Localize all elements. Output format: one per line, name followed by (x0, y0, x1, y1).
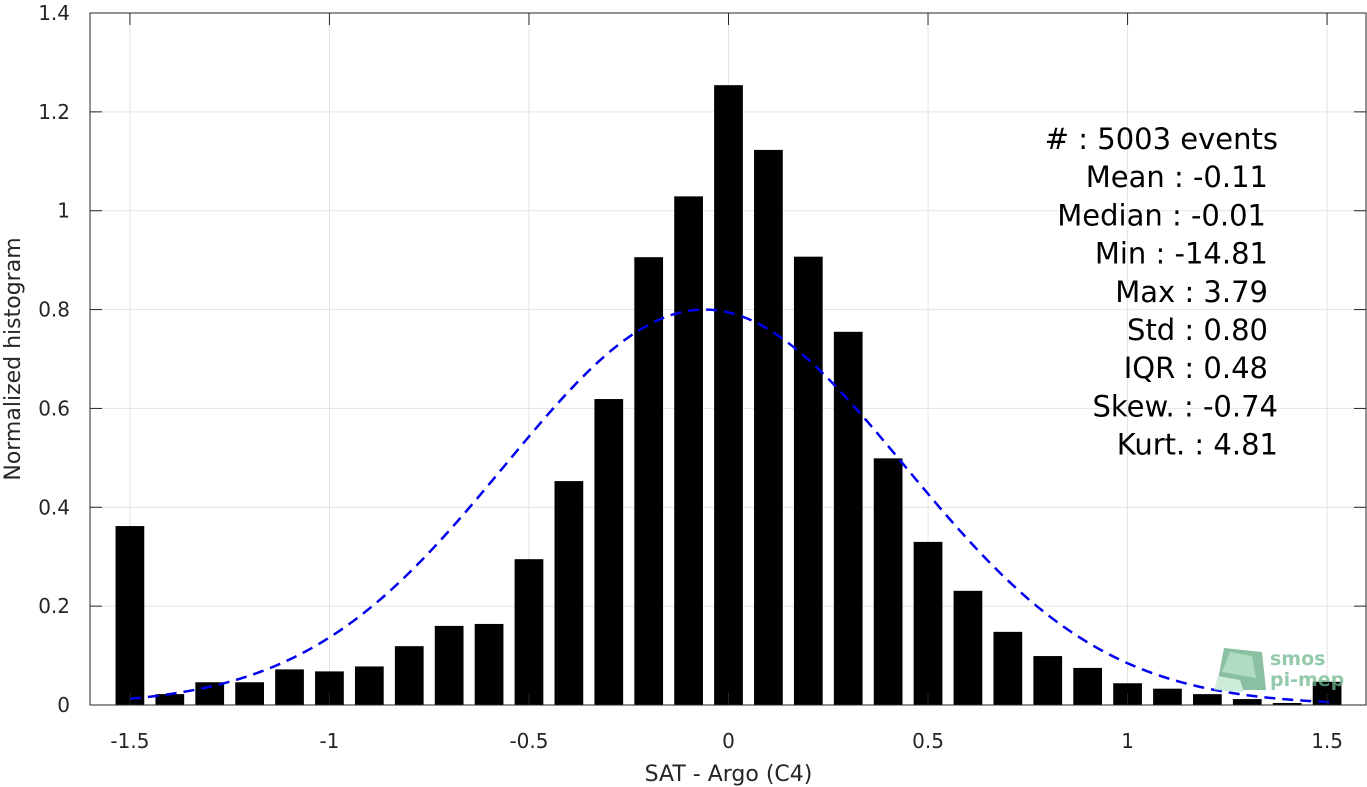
x-tick-labels: -1.5 -1 -0.5 0 0.5 1 1.5 (110, 729, 1343, 753)
x-axis-label: SAT - Argo (C4) (645, 762, 813, 787)
y-tick-label: 0.8 (38, 298, 70, 322)
histogram-bar (434, 625, 464, 705)
histogram-bar (275, 669, 304, 705)
histogram-bar (115, 526, 145, 705)
histogram-bar (754, 149, 783, 706)
x-tick-label: -0.5 (509, 729, 548, 753)
histogram-bar (793, 256, 823, 705)
histogram-bar (873, 458, 903, 705)
histogram-bar (1033, 656, 1063, 705)
histogram-bar (953, 590, 983, 705)
x-tick-label: 0 (722, 729, 735, 753)
histogram-bar (155, 694, 185, 705)
stats-box: # : 5003 events Mean : -0.11 Median : -0.0… (1045, 122, 1278, 462)
stat-line: Mean : -0.11 (1086, 160, 1268, 194)
histogram-bar (514, 559, 544, 705)
smos-logo-icon (1214, 648, 1266, 692)
histogram-bar (554, 481, 584, 705)
stat-line: Median : -0.01 (1057, 198, 1266, 232)
stat-line: Kurt. : 4.81 (1117, 428, 1278, 462)
y-tick-label: 0.2 (38, 594, 70, 618)
watermark-line1: smos (1270, 648, 1325, 670)
y-tick-label: 0.4 (38, 495, 70, 519)
histogram-bar (474, 623, 504, 705)
stat-line: Skew. : -0.74 (1092, 389, 1278, 423)
y-tick-label: 0.6 (38, 396, 70, 420)
histogram-bar (1073, 667, 1103, 705)
histogram-bar (913, 541, 943, 705)
stat-line: Std : 0.80 (1127, 313, 1268, 347)
histogram-bar (674, 196, 703, 705)
histogram-bar (235, 682, 264, 705)
y-tick-labels: 0 0.2 0.4 0.6 0.8 1 1.2 1.4 (38, 1, 70, 717)
histogram-bar (1272, 703, 1302, 705)
histogram-bar (1193, 694, 1222, 705)
x-tick-label: -1 (319, 729, 339, 753)
histogram-bar (594, 399, 624, 705)
y-tick-label: 0 (57, 693, 70, 717)
x-tick-label: -1.5 (110, 729, 149, 753)
y-tick-label: 1 (57, 199, 70, 223)
watermark-line2: pi-mep (1270, 669, 1344, 691)
stat-line: # : 5003 events (1045, 122, 1278, 156)
y-axis-label: Normalized histogram (1, 237, 26, 480)
histogram-bar (714, 85, 743, 705)
normal-fit-curve (129, 308, 1332, 704)
histogram-bar (833, 331, 863, 705)
histogram-bar (993, 631, 1023, 705)
bars (115, 85, 1342, 706)
x-tick-label: 1.5 (1311, 729, 1343, 753)
y-tick-label: 1.4 (38, 1, 70, 25)
histogram-bar (354, 666, 384, 705)
stat-line: IQR : 0.48 (1124, 351, 1268, 385)
histogram-bar (394, 646, 424, 705)
stat-line: Min : -14.81 (1095, 237, 1268, 271)
smos-pimep-watermark: smos pi-mep (1214, 648, 1344, 692)
stat-line: Max : 3.79 (1115, 275, 1268, 309)
y-tick-label: 1.2 (38, 100, 70, 124)
histogram-bar (634, 257, 664, 705)
histogram-bar (1232, 699, 1262, 705)
x-tick-label: 0.5 (912, 729, 944, 753)
ticks (90, 12, 1366, 706)
x-tick-label: 1 (1121, 729, 1134, 753)
histogram-bar (1153, 688, 1182, 705)
